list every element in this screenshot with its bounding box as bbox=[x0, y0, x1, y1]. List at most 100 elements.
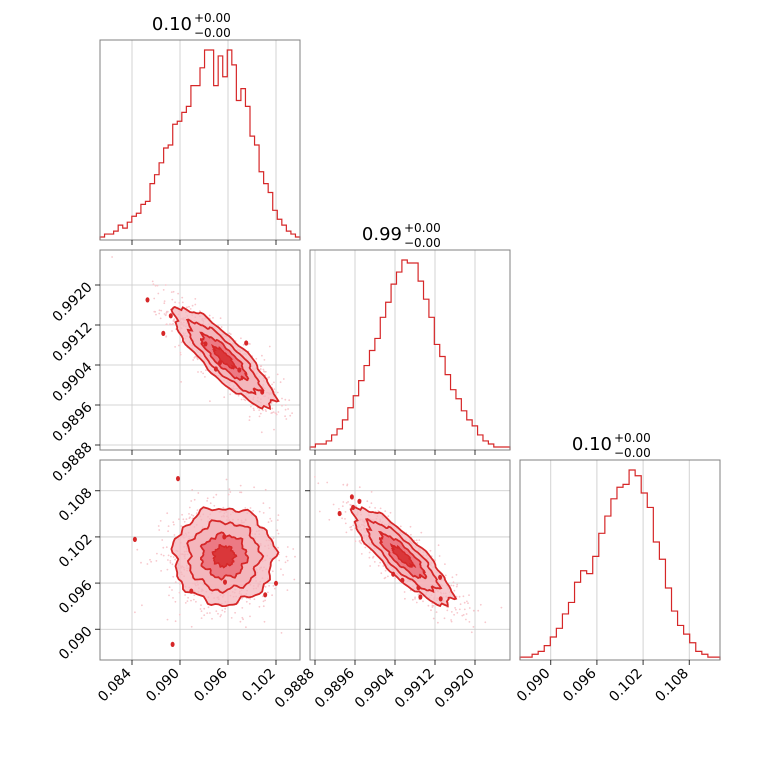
panel-content bbox=[111, 256, 308, 434]
sample-point bbox=[186, 600, 189, 602]
sample-point bbox=[169, 561, 172, 564]
sample-point bbox=[259, 412, 262, 415]
sample-point bbox=[159, 520, 162, 522]
contour-islet bbox=[203, 341, 208, 347]
sample-point bbox=[180, 525, 183, 527]
sample-point bbox=[284, 408, 287, 411]
sample-point bbox=[332, 503, 335, 506]
contour-islet bbox=[168, 313, 173, 319]
sample-point bbox=[224, 607, 227, 610]
sample-point bbox=[452, 581, 455, 584]
sample-point bbox=[466, 600, 468, 603]
sample-point bbox=[455, 585, 458, 588]
contour-islet bbox=[400, 577, 405, 583]
sample-point bbox=[318, 510, 321, 513]
sample-point bbox=[253, 598, 256, 601]
sample-point bbox=[178, 518, 180, 521]
contour-islet bbox=[349, 494, 354, 500]
sample-point bbox=[262, 368, 265, 371]
sample-point bbox=[268, 345, 271, 348]
panel-frame bbox=[309, 459, 511, 661]
sample-point bbox=[276, 373, 279, 376]
sample-point bbox=[358, 539, 361, 542]
sample-point bbox=[196, 357, 199, 359]
sample-point bbox=[223, 610, 226, 613]
sample-point bbox=[163, 302, 166, 305]
sample-point bbox=[345, 502, 348, 504]
sample-point bbox=[174, 581, 177, 583]
contour-islet bbox=[145, 297, 150, 303]
sample-point bbox=[291, 412, 293, 414]
sample-point bbox=[317, 482, 320, 485]
sample-point bbox=[326, 481, 329, 484]
sample-point bbox=[409, 525, 412, 528]
sample-point bbox=[341, 517, 343, 520]
sample-point bbox=[262, 605, 265, 608]
sample-point bbox=[178, 344, 180, 347]
sample-point bbox=[379, 507, 382, 510]
sample-point bbox=[200, 617, 203, 619]
sample-point bbox=[255, 357, 258, 360]
sample-point bbox=[280, 568, 282, 571]
sample-point bbox=[149, 558, 151, 561]
sample-point bbox=[264, 599, 266, 602]
sample-point bbox=[328, 518, 331, 521]
sample-point bbox=[220, 614, 223, 616]
sample-point bbox=[166, 310, 169, 313]
contour-islet bbox=[260, 389, 265, 395]
sample-point bbox=[190, 599, 192, 602]
contour-islet bbox=[170, 641, 175, 648]
sample-point bbox=[450, 611, 453, 613]
sample-point bbox=[167, 554, 170, 557]
sample-point bbox=[472, 626, 475, 628]
sample-point bbox=[189, 516, 191, 519]
sample-point bbox=[276, 391, 279, 394]
sample-point bbox=[416, 542, 419, 544]
sample-point bbox=[387, 515, 390, 517]
sample-point bbox=[427, 604, 430, 607]
sample-point bbox=[437, 621, 439, 624]
sample-point bbox=[314, 476, 316, 478]
sample-point bbox=[230, 617, 233, 619]
sample-point bbox=[303, 558, 305, 560]
sample-point bbox=[200, 610, 203, 612]
sample-point bbox=[239, 620, 242, 623]
sample-point bbox=[188, 305, 190, 308]
sample-point bbox=[172, 556, 175, 558]
sample-point bbox=[286, 589, 289, 591]
panel-frame bbox=[519, 459, 721, 661]
sample-point bbox=[258, 415, 261, 418]
sample-point bbox=[153, 310, 156, 313]
sample-point bbox=[306, 428, 308, 430]
sample-point bbox=[264, 488, 267, 491]
contour-islet bbox=[351, 504, 356, 510]
sample-point bbox=[219, 615, 222, 618]
sample-point bbox=[186, 306, 188, 309]
sample-point bbox=[470, 631, 473, 634]
sample-point bbox=[188, 506, 191, 509]
sample-point bbox=[249, 343, 251, 345]
title-upper-error: +0.00 bbox=[614, 431, 651, 445]
title-upper-error: +0.00 bbox=[194, 11, 231, 25]
sample-point bbox=[158, 309, 161, 312]
sample-point bbox=[229, 393, 232, 396]
sample-point bbox=[468, 607, 471, 609]
sample-point bbox=[160, 553, 163, 556]
sample-point bbox=[209, 502, 212, 505]
histogram-steps bbox=[99, 49, 301, 240]
sample-point bbox=[244, 399, 247, 402]
sample-point bbox=[240, 398, 243, 401]
y-tick-label: 0.090 bbox=[56, 624, 96, 664]
sample-point bbox=[181, 301, 184, 304]
contour-islet bbox=[161, 330, 166, 336]
contour-islet bbox=[132, 536, 137, 543]
panel-content bbox=[314, 476, 503, 634]
sample-point bbox=[284, 398, 287, 401]
sample-point bbox=[456, 612, 459, 614]
x-tick-label: 0.090 bbox=[514, 666, 554, 706]
sample-point bbox=[260, 365, 263, 367]
sample-point bbox=[156, 552, 158, 555]
sample-point bbox=[260, 431, 263, 434]
sample-point bbox=[253, 409, 255, 412]
